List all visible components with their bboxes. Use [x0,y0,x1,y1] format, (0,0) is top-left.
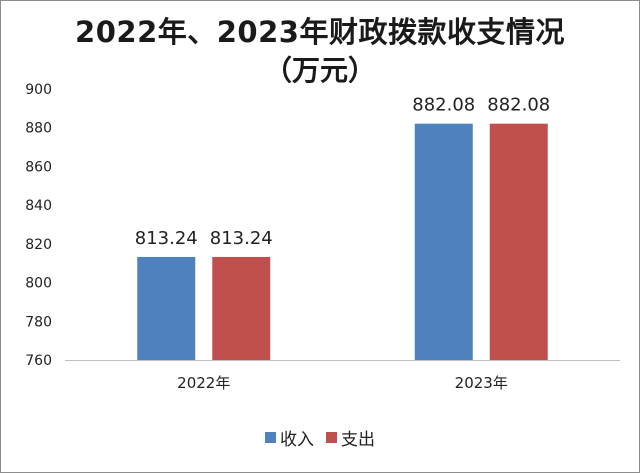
y-tick-label: 840 [25,198,52,214]
y-tick-label: 760 [25,353,52,369]
legend: 收入 支出 [0,425,640,450]
chart-subtitle: （万元） [263,54,376,87]
legend-item-income: 收入 [265,425,314,450]
legend-label-expense: 支出 [341,430,375,450]
y-tick-label: 860 [25,159,52,175]
data-label: 882.08 [487,95,550,116]
x-tick-label: 2022年 [177,374,230,392]
bar-income-0 [137,256,196,360]
x-tick-label: 2023年 [455,374,508,392]
data-label: 882.08 [412,95,475,116]
bar-expense-1 [489,123,548,360]
legend-swatch-expense [326,432,337,443]
legend-swatch-income [265,432,276,443]
y-tick-label: 800 [25,276,52,292]
bar-expense-0 [212,256,271,360]
chart-title: 2022年、2023年财政拨款收支情况 [75,15,565,49]
y-tick-label: 880 [25,121,52,137]
y-tick-label: 900 [25,82,52,98]
y-tick-label: 820 [25,237,52,253]
bar-income-1 [414,123,473,360]
data-label: 813.24 [135,228,198,249]
data-label: 813.24 [210,228,273,249]
legend-label-income: 收入 [280,430,314,450]
y-tick-label: 780 [25,314,52,330]
legend-item-expense: 支出 [326,425,375,450]
